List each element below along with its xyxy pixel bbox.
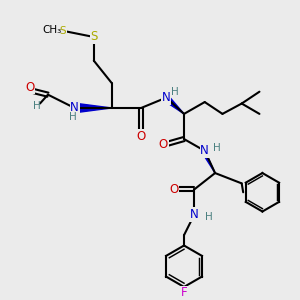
Text: N: N [70,101,79,115]
Polygon shape [77,103,112,112]
Text: N: N [200,144,209,158]
Text: N: N [162,91,171,104]
Text: H: H [33,101,41,112]
Polygon shape [203,147,215,173]
Text: F: F [181,286,187,299]
Polygon shape [166,93,184,114]
Text: O: O [169,183,178,196]
Text: N: N [190,208,199,221]
Text: O: O [136,130,146,142]
Text: S: S [90,31,98,44]
Text: H: H [205,212,213,222]
Text: S: S [59,26,66,36]
Text: H: H [171,87,179,97]
Text: O: O [26,81,35,94]
Text: O: O [159,138,168,152]
Text: H: H [213,143,220,153]
Text: H: H [69,112,77,122]
Text: CH₃: CH₃ [42,25,61,34]
